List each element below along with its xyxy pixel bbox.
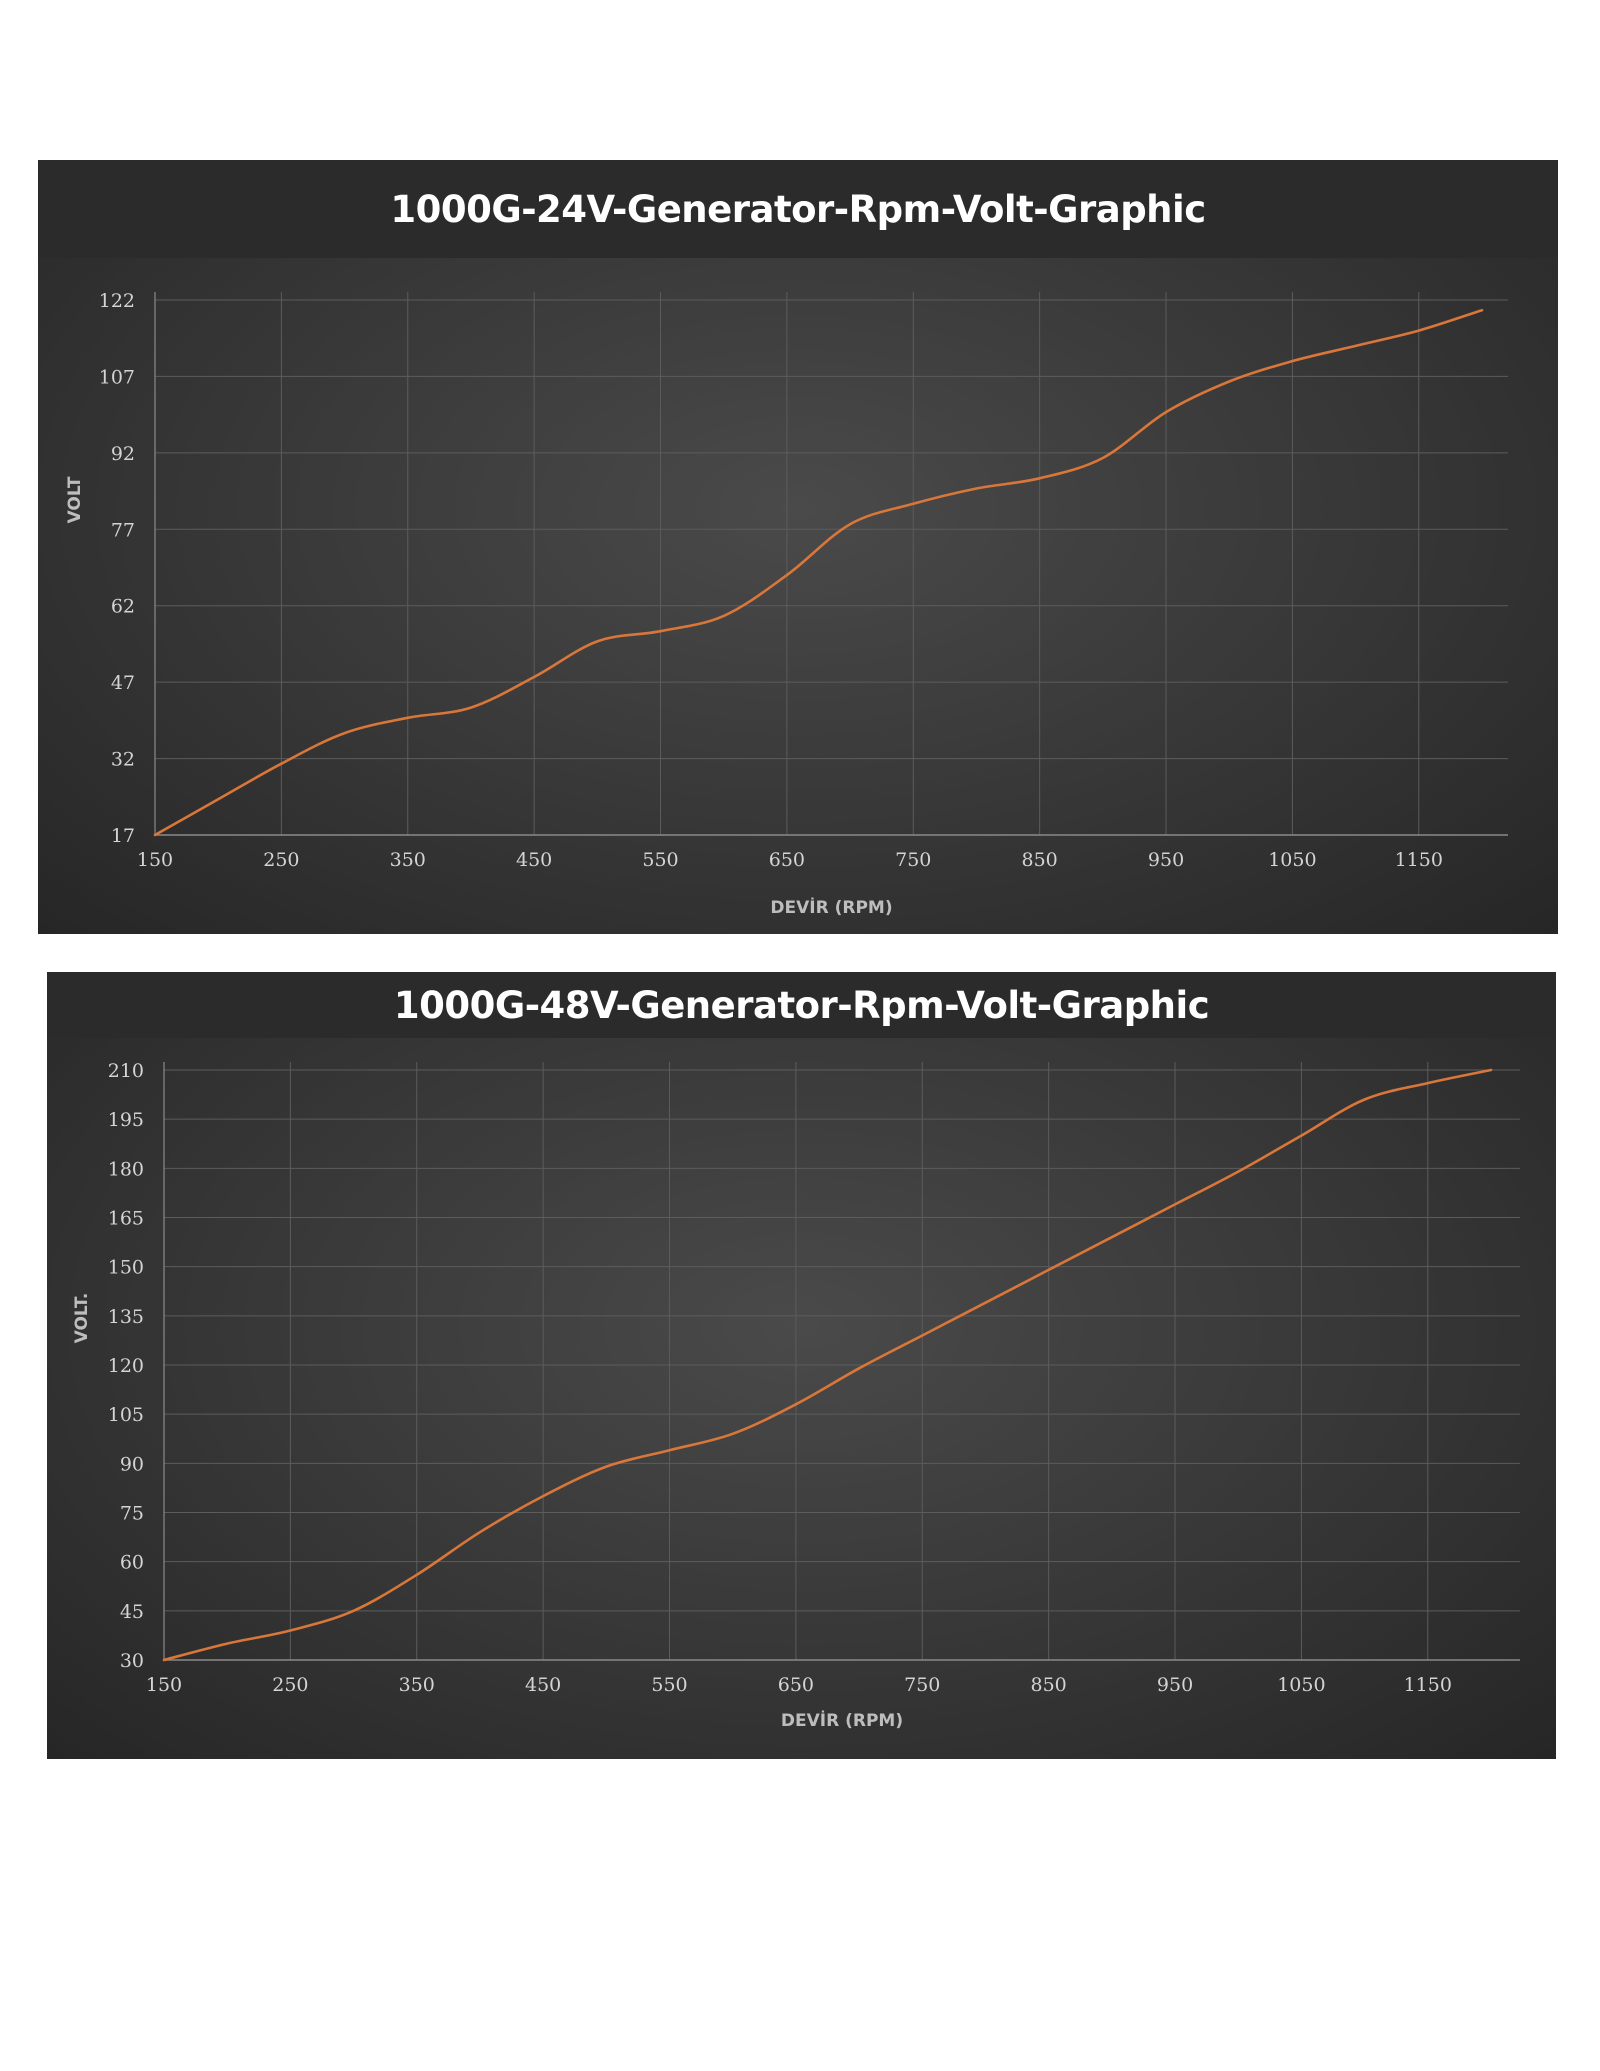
y-tick-label: 92	[111, 443, 135, 465]
y-tick-label: 47	[111, 672, 135, 694]
x-tick-label: 250	[272, 1674, 308, 1696]
y-tick-label: 120	[108, 1355, 144, 1377]
x-tick-label: 550	[651, 1674, 687, 1696]
x-tick-label: 950	[1148, 849, 1184, 871]
line-chart-48v: 150 250 350 450 550 650 750 850 950 1050 1150 30 45 6…	[72, 1060, 1520, 1731]
x-tick-label: 850	[1022, 849, 1058, 871]
chart-title-band: 1000G-24V-Generator-Rpm-Volt-Graphic	[38, 160, 1558, 258]
y-tick-label: 45	[120, 1601, 144, 1623]
y-tick-label: 90	[120, 1453, 144, 1475]
x-tick-labels: 150 250 350 450 550 650 750 850 950 1050 1150	[137, 849, 1443, 871]
y-tick-label: 210	[108, 1060, 144, 1082]
y-tick-label: 105	[108, 1404, 144, 1426]
chart-panel-48v: 1000G-48V-Generator-Rpm-Volt-Graphic 150…	[47, 972, 1556, 1759]
chart-title: 1000G-48V-Generator-Rpm-Volt-Graphic	[393, 983, 1210, 1027]
y-tick-labels: 17 32 47 62 77 92 107 122	[99, 290, 135, 847]
grid-lines	[154, 292, 1508, 836]
grid-lines	[163, 1062, 1520, 1661]
x-axis-label: DEVİR (RPM)	[770, 896, 892, 918]
chart-title: 1000G-24V-Generator-Rpm-Volt-Graphic	[390, 187, 1206, 231]
x-tick-label: 1150	[1404, 1674, 1452, 1696]
x-tick-label: 1150	[1395, 849, 1443, 871]
x-axis-label: DEVİR (RPM)	[781, 1709, 903, 1731]
y-tick-label: 107	[99, 366, 135, 388]
x-tick-label: 850	[1031, 1674, 1067, 1696]
y-tick-label: 165	[108, 1208, 144, 1230]
x-tick-label: 450	[525, 1674, 561, 1696]
y-tick-label: 77	[111, 519, 135, 541]
series-line	[162, 1068, 1493, 1662]
y-axis-label: VOLT	[65, 476, 85, 523]
x-tick-label: 250	[263, 849, 299, 871]
y-tick-label: 62	[111, 596, 135, 618]
x-tick-label: 550	[642, 849, 678, 871]
x-tick-label: 1050	[1277, 1674, 1325, 1696]
y-tick-label: 30	[120, 1650, 144, 1672]
x-tick-label: 350	[390, 849, 426, 871]
y-tick-label: 135	[108, 1306, 144, 1328]
y-tick-label: 150	[108, 1257, 144, 1279]
x-tick-label: 150	[146, 1674, 182, 1696]
x-tick-label: 750	[904, 1674, 940, 1696]
y-tick-label: 122	[99, 290, 135, 312]
line-chart-24v: 150 250 350 450 550 650 750 850 950 1050 1150 17 32 4…	[65, 290, 1508, 918]
x-tick-label: 650	[778, 1674, 814, 1696]
y-tick-label: 180	[108, 1158, 144, 1180]
y-tick-label: 60	[120, 1552, 144, 1574]
x-tick-label: 750	[895, 849, 931, 871]
x-tick-label: 350	[399, 1674, 435, 1696]
x-tick-label: 150	[137, 849, 173, 871]
y-tick-label: 32	[111, 749, 135, 771]
x-tick-label: 650	[769, 849, 805, 871]
x-tick-labels: 150 250 350 450 550 650 750 850 950 1050 1150	[146, 1674, 1452, 1696]
chart-title-band: 1000G-48V-Generator-Rpm-Volt-Graphic	[47, 972, 1556, 1038]
x-tick-label: 950	[1157, 1674, 1193, 1696]
x-tick-label: 1050	[1268, 849, 1316, 871]
y-tick-label: 75	[120, 1503, 144, 1525]
x-tick-label: 450	[516, 849, 552, 871]
chart-panel-24v: 1000G-24V-Generator-Rpm-Volt-Graphic 150…	[38, 160, 1558, 934]
y-tick-labels: 30 45 60 75 90 105 120 135 150 165 180 195 210	[108, 1060, 144, 1672]
y-tick-label: 195	[108, 1109, 144, 1131]
series-line	[153, 308, 1484, 837]
y-tick-label: 17	[111, 825, 135, 847]
y-axis-label: VOLT.	[72, 1293, 92, 1344]
